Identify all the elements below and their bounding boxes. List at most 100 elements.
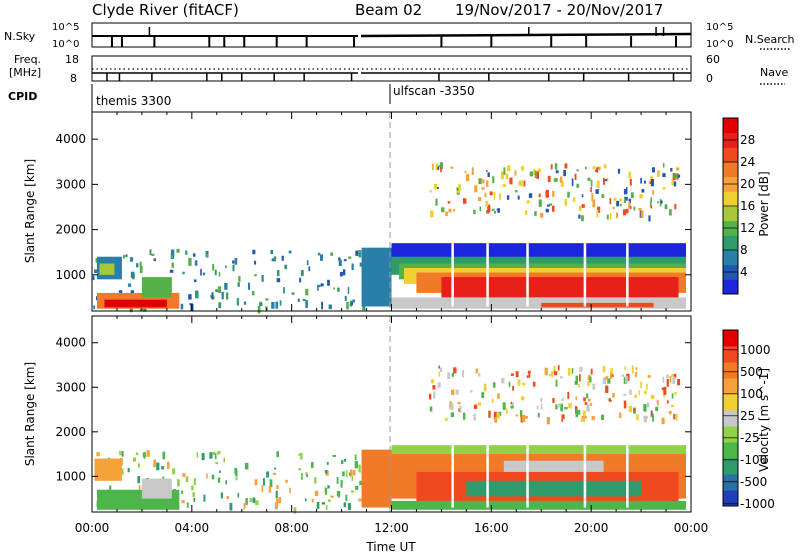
freq-panel: Freq. [MHz] 18 8 60 0 Nave	[9, 53, 788, 85]
power-scatter-point	[130, 271, 135, 279]
power-scatter-point	[564, 198, 567, 206]
power-scatter-point	[602, 177, 605, 185]
velocity-scatter-point	[209, 452, 213, 459]
velocity-scatter-point	[610, 400, 612, 403]
velocity-scatter-point	[193, 478, 196, 486]
power-scatter-point	[430, 210, 434, 218]
power-scatter-point	[171, 262, 174, 268]
velocity-scatter-point	[666, 378, 669, 387]
power-scatter-point	[500, 171, 504, 180]
velocity-scatter-point	[272, 472, 277, 476]
power-scatter-point	[473, 209, 476, 215]
colorbar-tick-label: 8	[740, 243, 748, 257]
x-tick-label: 12:00	[374, 521, 409, 535]
velocity-scatter-point	[249, 498, 253, 503]
velocity-scatter-point	[634, 394, 637, 399]
power-scatter-point	[200, 268, 202, 276]
power-scatter-point	[596, 180, 600, 188]
power-scatter-point	[506, 195, 510, 200]
velocity-scatter-point	[220, 492, 223, 499]
velocity-scatter-point	[520, 410, 523, 417]
power-scatter-point	[343, 259, 347, 262]
velocity-scatter-point	[655, 406, 659, 411]
power-scatter-point	[534, 211, 537, 216]
cpid-row: CPID themis 3300 ulfscan -3350	[8, 84, 475, 112]
velocity-scatter-point	[324, 469, 328, 474]
power-colorbar: 4 8 12 16 20 24 28 Power [dB]	[722, 117, 771, 295]
velocity-scatter-point	[217, 450, 221, 455]
velocity-scatter-point	[524, 415, 528, 419]
power-scatter-point	[650, 205, 653, 209]
velocity-scatter-point	[669, 376, 672, 383]
velocity-scatter-point	[491, 398, 494, 403]
power-scatter-point	[574, 173, 577, 180]
velocity-scatter-point	[96, 452, 100, 457]
velocity-scatter-point	[340, 459, 344, 465]
velocity-scatter-point	[352, 470, 356, 476]
power-cell	[541, 302, 654, 308]
velocity-scatter-point	[127, 467, 130, 473]
velocity-scatter-point	[196, 452, 199, 458]
power-scatter-point	[342, 269, 346, 276]
velocity-scatter-point	[568, 403, 572, 409]
power-scatter-point	[507, 165, 511, 172]
power-scatter-point	[625, 208, 629, 214]
power-scatter-point	[299, 277, 302, 283]
power-scatter-point	[484, 192, 487, 198]
power-scatter-point	[549, 203, 553, 206]
velocity-scatter-point	[234, 467, 237, 475]
velocity-scatter-point	[579, 366, 583, 372]
velocity-scatter-point	[671, 374, 675, 377]
velocity-scatter-point	[575, 409, 578, 418]
velocity-scatter-point	[348, 472, 351, 476]
power-scatter-point	[523, 180, 526, 187]
power-scatter-point	[629, 205, 632, 210]
velocity-scatter-point	[428, 393, 432, 400]
velocity-scatter-point	[481, 392, 485, 398]
power-scatter-point	[630, 192, 634, 199]
velocity-scatter-point	[218, 470, 221, 474]
velocity-scatter-point	[229, 502, 233, 511]
power-scatter-point	[638, 207, 642, 211]
power-scatter-point	[502, 183, 506, 187]
power-scatter-point	[578, 205, 582, 211]
power-scatter-point	[435, 163, 439, 171]
velocity-scatter-point	[345, 494, 348, 502]
velocity-scatter-point	[354, 461, 359, 469]
velocity-scatter-point	[555, 379, 558, 387]
velocity-scatter-point	[137, 476, 141, 484]
power-colorbar-label: Power [dB]	[757, 171, 771, 236]
power-y-axis: 1000 2000 3000 4000	[55, 132, 691, 282]
velocity-scatter-point	[310, 462, 314, 468]
velocity-scatter-point	[451, 389, 455, 396]
power-cell	[441, 277, 679, 298]
power-scatter-point	[248, 282, 251, 290]
power-scatter-point	[464, 171, 467, 174]
power-scatter-point	[606, 177, 609, 182]
velocity-scatter-point	[342, 471, 345, 477]
velocity-gap	[451, 445, 454, 508]
velocity-scatter-point	[447, 372, 451, 380]
power-scatter-point	[320, 254, 323, 261]
colorbar-tick-label: -1000	[740, 497, 775, 511]
velocity-scatter-point	[610, 368, 613, 375]
velocity-scatter-point	[607, 378, 611, 384]
power-scatter-point	[623, 209, 627, 216]
freq-label-1: Freq.	[14, 53, 41, 66]
power-scatter-point	[533, 168, 536, 176]
nave-label: Nave	[760, 66, 788, 79]
velocity-scatter-point	[502, 402, 506, 410]
velocity-scatter-point	[438, 365, 441, 369]
velocity-scatter-point	[161, 466, 165, 470]
power-scatter-point	[226, 292, 229, 300]
velocity-scatter-point	[262, 478, 265, 486]
velocity-scatter-point	[223, 457, 226, 463]
velocity-scatter-point	[275, 490, 278, 499]
power-scatter-point	[351, 263, 354, 271]
power-scatter-point	[486, 180, 489, 187]
velocity-scatter-point	[254, 479, 258, 486]
colorbar-tick-label: 4	[740, 265, 748, 279]
velocity-scatter-point	[673, 373, 677, 378]
velocity-scatter-point	[592, 383, 596, 390]
power-scatter-point	[338, 257, 341, 261]
